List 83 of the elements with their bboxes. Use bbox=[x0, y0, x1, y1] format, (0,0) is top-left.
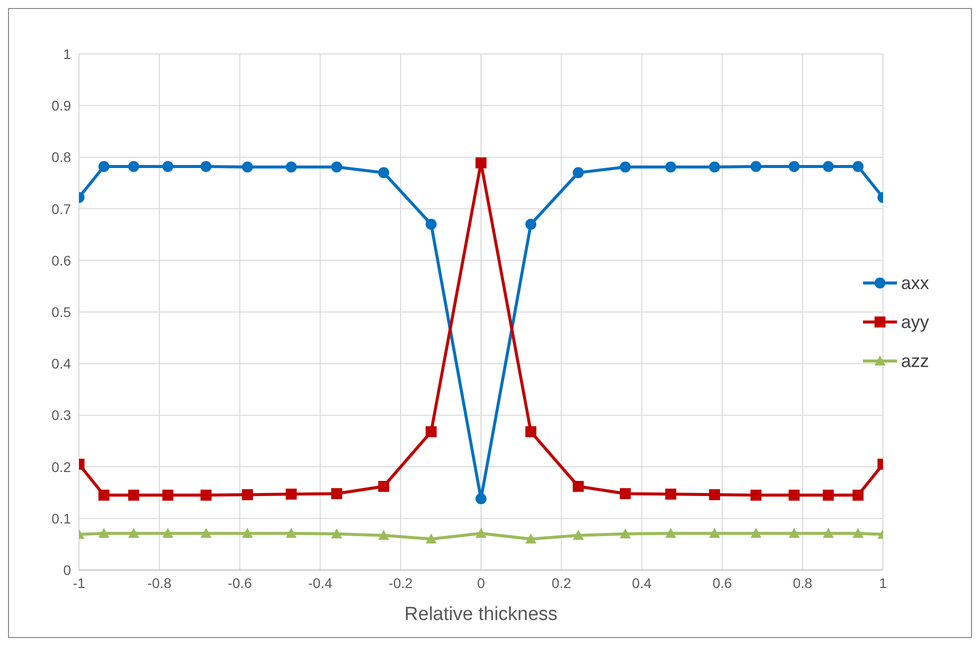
point bbox=[426, 218, 437, 230]
point bbox=[426, 426, 437, 438]
point bbox=[378, 167, 390, 178]
x-tick-label: -0.2 bbox=[388, 574, 413, 591]
point bbox=[242, 162, 253, 173]
point bbox=[572, 480, 584, 492]
point bbox=[98, 160, 110, 172]
y-tick-label: 0.9 bbox=[52, 98, 72, 114]
point bbox=[426, 534, 437, 544]
y-tick-label: 0.1 bbox=[52, 510, 72, 526]
point bbox=[378, 480, 390, 492]
x-tick-label: 0.4 bbox=[632, 574, 652, 591]
point bbox=[620, 162, 631, 173]
y-tick-label: 0.4 bbox=[52, 356, 72, 372]
point bbox=[286, 162, 297, 173]
x-tick-label: 0.8 bbox=[792, 574, 813, 591]
point bbox=[525, 534, 536, 544]
point bbox=[665, 528, 676, 538]
x-axis-title: Relative thickness bbox=[404, 604, 558, 625]
point bbox=[525, 218, 536, 230]
point bbox=[475, 528, 486, 538]
point bbox=[200, 160, 212, 172]
y-tick-label: 0.8 bbox=[52, 149, 72, 166]
point bbox=[788, 490, 800, 501]
point bbox=[620, 528, 631, 538]
point bbox=[128, 490, 140, 501]
point bbox=[162, 528, 174, 538]
x-tick-label: -0.4 bbox=[308, 574, 332, 591]
legend-label: axx bbox=[900, 272, 929, 294]
point bbox=[572, 167, 584, 178]
point bbox=[750, 490, 762, 501]
point bbox=[242, 528, 253, 538]
point bbox=[788, 160, 800, 172]
point bbox=[475, 157, 486, 168]
point bbox=[378, 530, 390, 540]
point bbox=[162, 490, 174, 501]
point bbox=[98, 528, 110, 538]
x-tick-label: -0.6 bbox=[228, 574, 252, 591]
y-tick-label: 1 bbox=[63, 46, 72, 62]
x-tick-label: -0.8 bbox=[147, 574, 172, 591]
point bbox=[822, 160, 834, 172]
y-tick-label: 0.7 bbox=[52, 200, 72, 217]
point bbox=[822, 528, 834, 538]
y-tick-label: 0.6 bbox=[52, 252, 72, 268]
y-tick-label: 0.5 bbox=[52, 304, 72, 320]
point bbox=[788, 528, 800, 538]
point bbox=[128, 160, 140, 172]
x-tick-label: 0.6 bbox=[712, 574, 732, 591]
point bbox=[331, 528, 342, 538]
x-tick-label: -1 bbox=[72, 574, 86, 591]
point bbox=[709, 528, 720, 538]
x-tick-label: 0.2 bbox=[552, 574, 572, 591]
point bbox=[98, 490, 110, 501]
y-tick-label: 0.3 bbox=[52, 407, 72, 424]
point bbox=[128, 528, 140, 538]
point bbox=[852, 528, 864, 538]
point bbox=[475, 493, 486, 504]
point bbox=[286, 528, 297, 538]
point bbox=[200, 528, 212, 538]
y-tick-label: 0 bbox=[63, 562, 72, 578]
legend-label: ayy bbox=[900, 312, 929, 332]
point bbox=[242, 489, 253, 500]
point bbox=[852, 160, 864, 172]
y-tick-label: 0.2 bbox=[52, 458, 72, 475]
point bbox=[331, 488, 342, 500]
legend-label: azz bbox=[900, 350, 929, 372]
point bbox=[572, 530, 584, 540]
point bbox=[750, 528, 762, 538]
point bbox=[822, 490, 834, 501]
point bbox=[620, 488, 631, 500]
point bbox=[200, 490, 212, 501]
point bbox=[162, 160, 174, 172]
point bbox=[709, 489, 720, 500]
x-tick-label: 1 bbox=[879, 574, 888, 591]
point bbox=[750, 160, 762, 172]
point bbox=[852, 490, 864, 501]
point bbox=[286, 488, 297, 500]
point bbox=[665, 488, 676, 500]
point bbox=[709, 162, 720, 173]
point bbox=[665, 162, 676, 173]
point bbox=[525, 426, 536, 438]
point bbox=[331, 162, 342, 173]
x-tick-label: 0 bbox=[477, 574, 486, 591]
